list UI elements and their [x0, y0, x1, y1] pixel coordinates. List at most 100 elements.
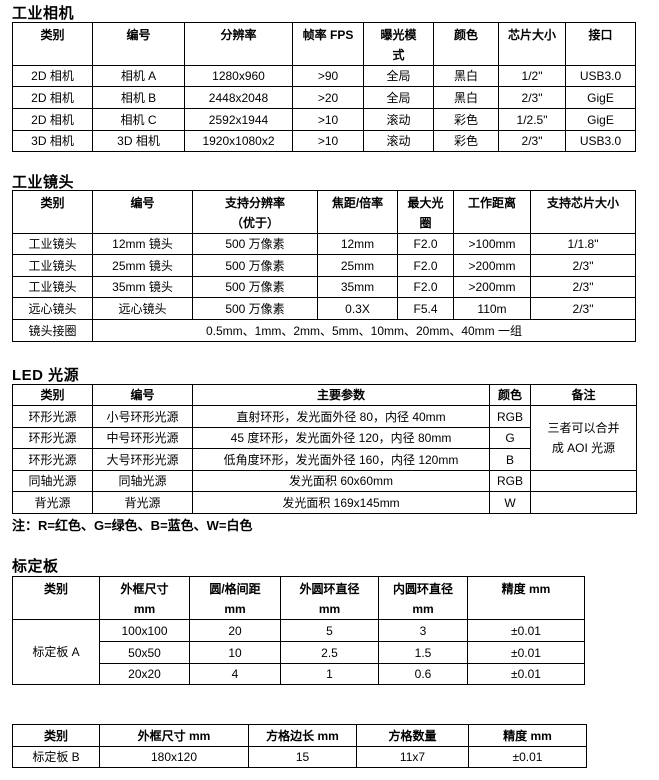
- table-cell: ±0.01: [467, 641, 585, 664]
- table-cell: 标定板 B: [12, 746, 100, 768]
- table-cell: 环形光源: [12, 448, 93, 471]
- column-header: 颜色: [489, 384, 531, 406]
- table-cell: ±0.01: [468, 746, 587, 768]
- table-row: 同轴光源 同轴光源 发光面积 60x60mm RGB: [12, 470, 637, 492]
- color-legend-note: 注：R=红色、G=绿色、B=蓝色、W=白色: [12, 518, 253, 533]
- table-cell: 1/2": [498, 65, 566, 87]
- column-header: 支持分辨率 （优于）: [192, 190, 318, 234]
- table-cell: 25mm: [317, 254, 398, 277]
- table-row: 工业镜头 25mm 镜头 500 万像素 25mm F2.0 >200mm 2/3": [12, 254, 636, 277]
- table-cell: 2592x1944: [184, 108, 293, 131]
- header-row: 类别 编号 支持分辨率 （优于） 焦距/倍率 最大光 圈工作距离 支持芯片大小: [12, 190, 636, 234]
- header-row: 类别 外框尺寸 mm 圆/格间距 mm 外圆环直径 mm 内圆环直径 mm 精度 mm: [12, 576, 585, 620]
- column-header: 颜色: [433, 22, 499, 66]
- table-cell: 2.5: [280, 641, 379, 664]
- table-cell: B: [489, 448, 531, 471]
- table-cell: 背光源: [12, 491, 93, 514]
- column-header: 精度 mm: [467, 576, 585, 620]
- table-cell: [530, 491, 637, 514]
- table-cell: W: [489, 491, 531, 514]
- column-header: 方格边长 mm: [248, 724, 357, 747]
- table-row: 工业镜头 12mm 镜头 500 万像素 12mm F2.0 >100mm 1/1.8": [12, 233, 636, 255]
- table-cell: 3: [378, 619, 468, 642]
- table-row: 2D 相机 相机 C 2592x1944 >10 滚动 彩色 1/2.5" GigE: [12, 108, 636, 131]
- column-header: 外框尺寸 mm: [99, 724, 249, 747]
- table-cell: 12mm 镜头: [92, 233, 193, 255]
- table-cell: 45 度环形，发光面外径 120，内径 80mm: [192, 427, 490, 449]
- table-cell: 1.5: [378, 641, 468, 664]
- column-header: 工作距离: [453, 190, 531, 234]
- table-row: 20x20 4 1 0.6 ±0.01: [13, 663, 585, 685]
- table-cell: 彩色: [433, 130, 499, 152]
- table-cell: >200mm: [453, 276, 531, 298]
- table-cell: 2/3": [498, 130, 566, 152]
- table-cell: >200mm: [453, 254, 531, 277]
- table-cell: 环形光源: [12, 427, 93, 449]
- table-cell: ±0.01: [467, 619, 585, 642]
- table-cell: 25mm 镜头: [92, 254, 193, 277]
- table-cell: 三者可以合并 成 AOI 光源: [530, 405, 637, 471]
- table-cell: 0.6: [378, 663, 468, 685]
- column-header: 支持芯片大小: [530, 190, 636, 234]
- lens-table: 类别 编号 支持分辨率 （优于） 焦距/倍率 最大光 圈工作距离 支持芯片大小 工业镜头 12…: [12, 190, 636, 342]
- table-cell: 工业镜头: [12, 233, 93, 255]
- table-cell: 500 万像素: [192, 254, 318, 277]
- column-header: 类别: [12, 22, 93, 66]
- table-cell: 背光源: [92, 491, 193, 514]
- table-cell: 3D 相机: [92, 130, 185, 152]
- table-cell: 相机 C: [92, 108, 185, 131]
- table-cell: 工业镜头: [12, 254, 93, 277]
- header-row: 类别 编号 主要参数 颜色 备注: [12, 384, 637, 406]
- table-row: 标定板 B 180x120 15 11x7 ±0.01: [12, 746, 587, 768]
- table-cell: ±0.01: [467, 663, 585, 685]
- table-cell: 1/2.5": [498, 108, 566, 131]
- column-header: 圆/格间距 mm: [189, 576, 281, 620]
- table-row: 背光源 背光源 发光面积 169x145mm W: [12, 491, 637, 514]
- table-row: 环形光源 大号环形光源 低角度环形，发光面外径 160，内径 120mm B: [12, 448, 637, 471]
- table-row: 3D 相机 3D 相机 1920x1080x2 >10 滚动 彩色 2/3" USB3.0: [12, 130, 636, 152]
- table-cell: 全局: [363, 65, 434, 87]
- column-header: 主要参数: [192, 384, 490, 406]
- table-cell: 35mm 镜头: [92, 276, 193, 298]
- table-cell: 0.3X: [317, 297, 398, 320]
- table-cell: RGB: [489, 470, 531, 492]
- table-cell: 直射环形，发光面外径 80，内径 40mm: [192, 405, 490, 428]
- table-cell: 2D 相机: [12, 65, 93, 87]
- table-cell: 15: [248, 746, 357, 768]
- camera-table: 类别 编号 分辨率 帧率 FPS 曝光模 式颜色 芯片大小 接口 2D 相机 相机 A 1280x…: [12, 22, 636, 152]
- table-cell: 同轴光源: [92, 470, 193, 492]
- table-row: 镜头接圈 0.5mm、1mm、2mm、5mm、10mm、20mm、40mm 一组: [12, 319, 636, 342]
- table-cell: 1: [280, 663, 379, 685]
- table-cell: 工业镜头: [12, 276, 93, 298]
- table-cell: 100x100: [99, 619, 190, 642]
- column-header: 分辨率: [184, 22, 293, 66]
- table-cell: 10: [189, 641, 281, 664]
- camera-section-title: 工业相机: [12, 5, 75, 22]
- table-row: 标定板 A 100x100 20 5 3 ±0.01: [12, 619, 585, 685]
- table-cell: >10: [292, 130, 364, 152]
- table-cell: 2/3": [530, 254, 636, 277]
- column-header: 帧率 FPS: [292, 22, 364, 66]
- table-cell: 远心镜头: [92, 297, 193, 320]
- table-cell: 彩色: [433, 108, 499, 131]
- table-cell: 5: [280, 619, 379, 642]
- table-cell: GigE: [565, 86, 636, 109]
- table-cell: F2.0: [397, 276, 454, 298]
- table-cell: 11x7: [356, 746, 469, 768]
- table-cell: 标定板 A: [12, 619, 100, 685]
- table-cell: F5.4: [397, 297, 454, 320]
- table-cell: 0.5mm、1mm、2mm、5mm、10mm、20mm、40mm 一组: [92, 319, 636, 342]
- table-cell: 镜头接圈: [12, 319, 93, 342]
- table-cell: 相机 B: [92, 86, 185, 109]
- table-cell: RGB: [489, 405, 531, 428]
- table-cell: 500 万像素: [192, 276, 318, 298]
- table-cell: [530, 470, 637, 492]
- table-cell: 2D 相机: [12, 86, 93, 109]
- table-cell: 1/1.8": [530, 233, 636, 255]
- calib-a-table: 类别 外框尺寸 mm 圆/格间距 mm 外圆环直径 mm 内圆环直径 mm 精度 mm 标定…: [12, 576, 585, 685]
- table-cell: 2D 相机: [12, 108, 93, 131]
- table-cell: >20: [292, 86, 364, 109]
- table-cell: USB3.0: [565, 130, 636, 152]
- led-table: 类别 编号 主要参数 颜色 备注 环形光源 小号环形光源 直射环形，发光面外径 80，内径 4…: [12, 384, 637, 514]
- column-header: 芯片大小: [498, 22, 566, 66]
